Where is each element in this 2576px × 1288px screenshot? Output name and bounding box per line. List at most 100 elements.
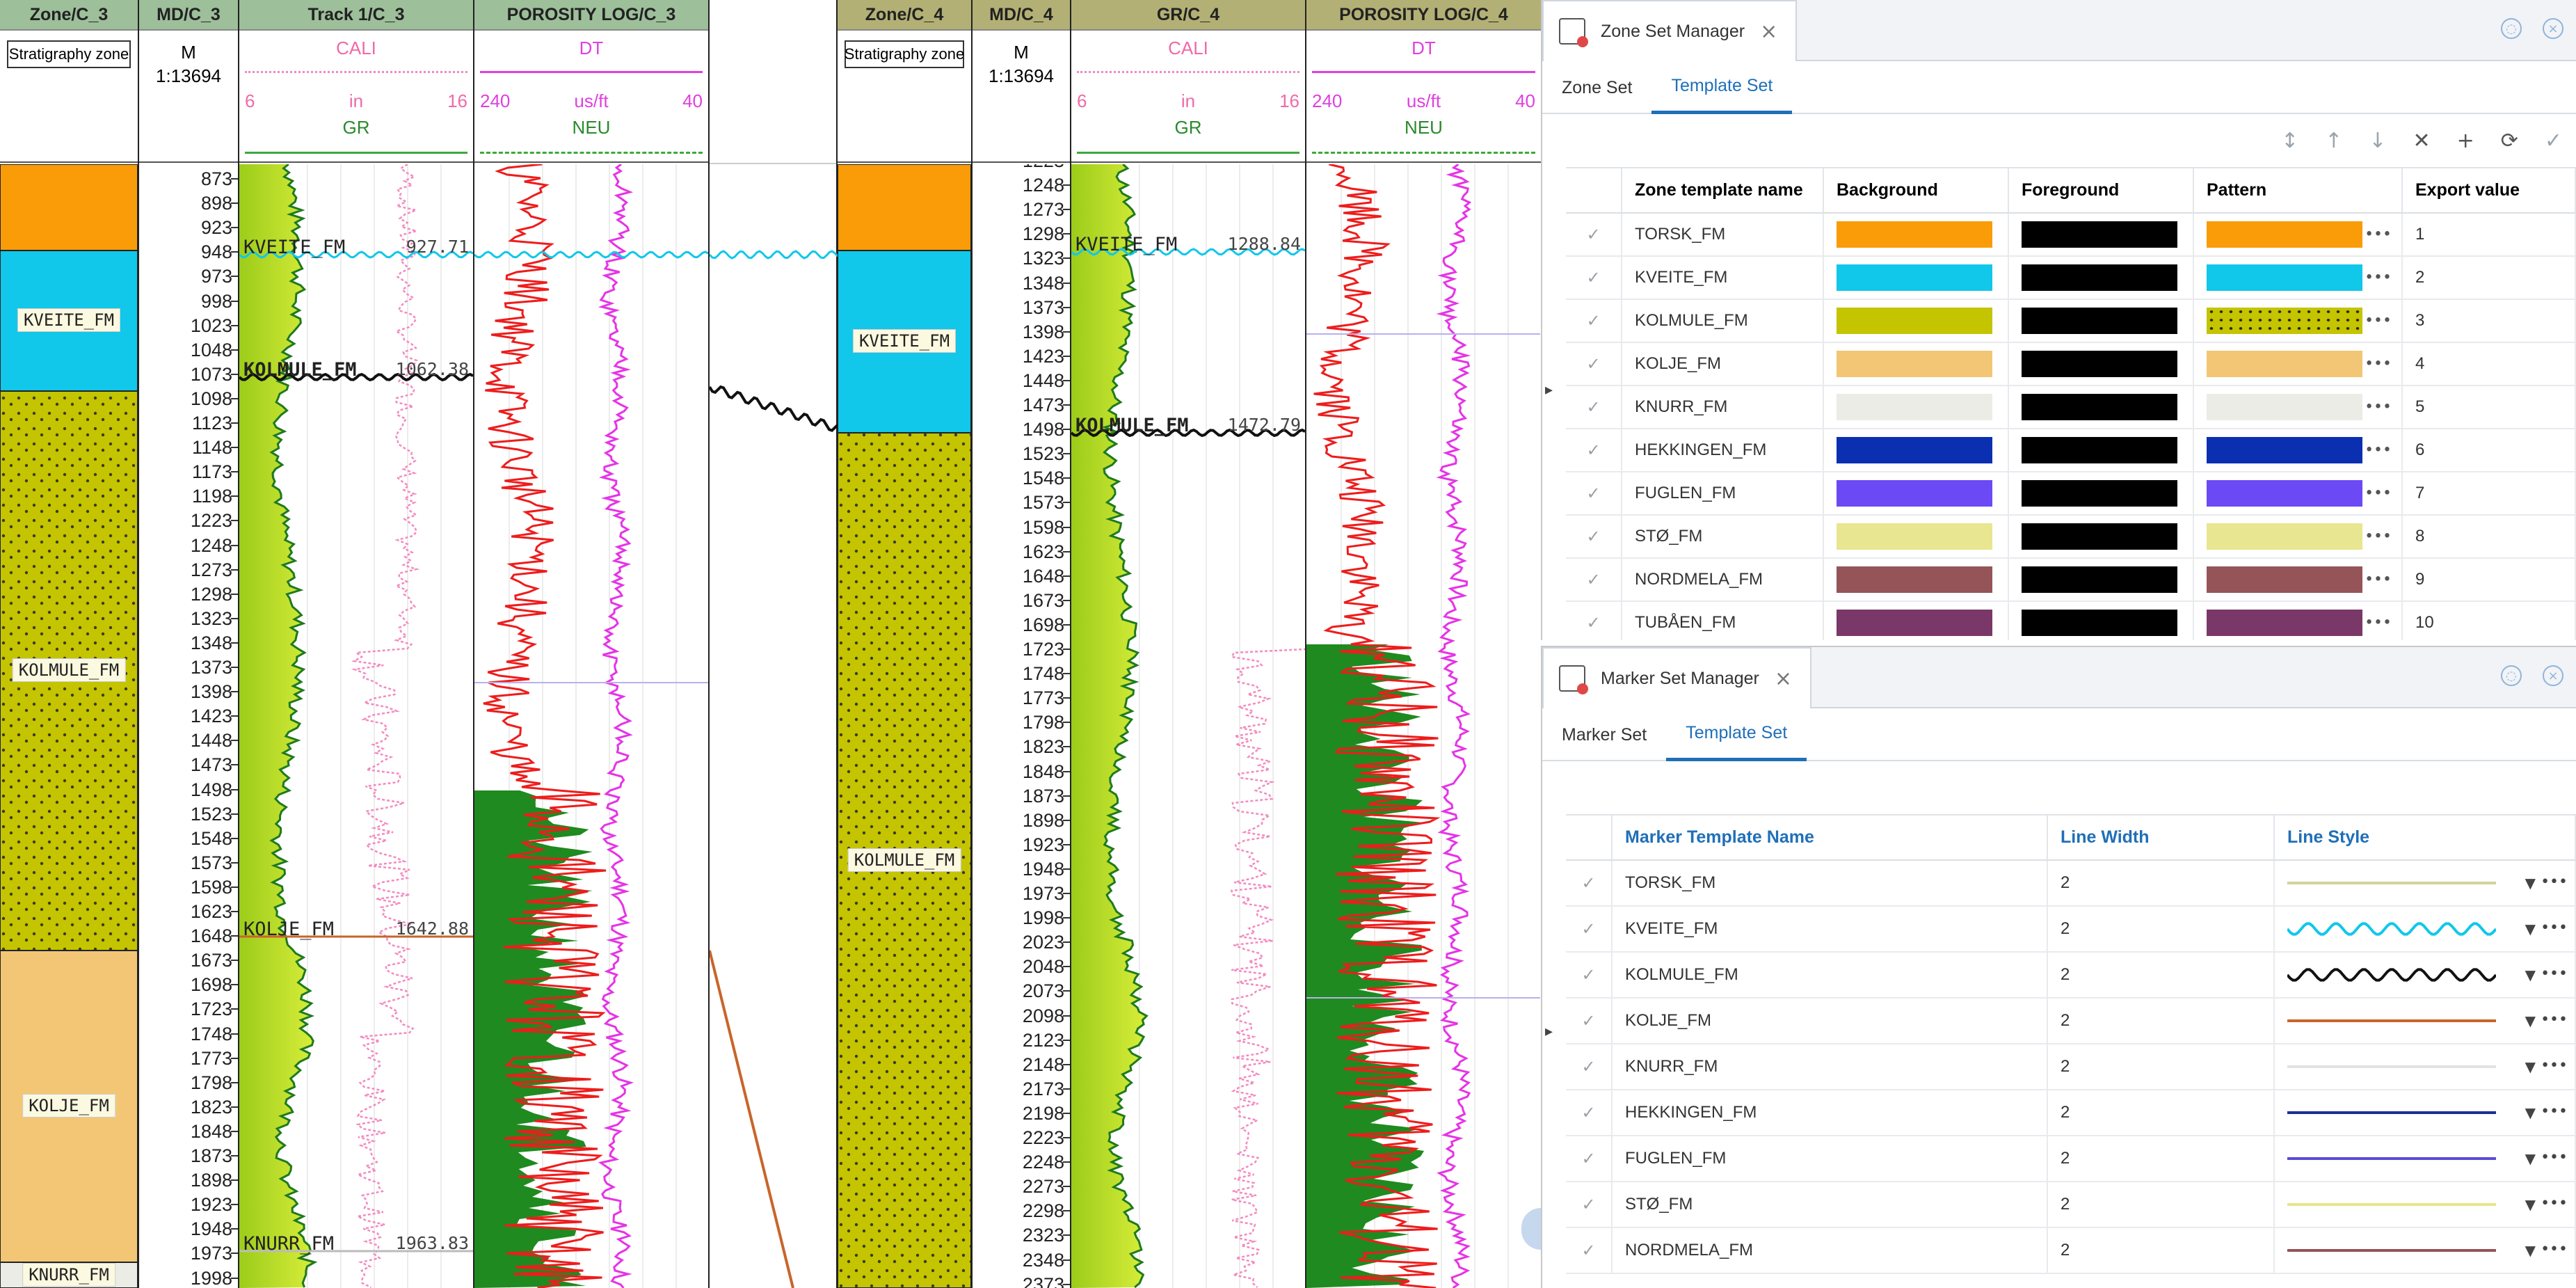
marker-label[interactable]: KVEITE_FM bbox=[243, 237, 346, 258]
table-row[interactable]: ✓ TORSK_FM 2 ▼ ••• bbox=[1566, 860, 2576, 907]
pattern-swatch[interactable] bbox=[2207, 480, 2362, 507]
track-title[interactable]: POROSITY LOG/C_4 bbox=[1306, 0, 1541, 31]
col-pattern[interactable]: Pattern bbox=[2193, 168, 2403, 214]
export-value-cell[interactable]: 2 bbox=[2402, 256, 2576, 300]
foreground-swatch[interactable] bbox=[2022, 566, 2177, 593]
chevron-down-icon[interactable]: ▼ bbox=[2525, 921, 2536, 937]
cali-curve-name[interactable]: CALI bbox=[1168, 38, 1208, 58]
delete-icon[interactable]: ✕ bbox=[2413, 128, 2431, 153]
foreground-swatch[interactable] bbox=[2022, 351, 2177, 377]
chevron-down-icon[interactable]: ▼ bbox=[2525, 875, 2536, 891]
line-style-preview[interactable]: ▼ ••• bbox=[2287, 1145, 2575, 1172]
line-width-cell[interactable]: 2 bbox=[2047, 1044, 2275, 1090]
line-width-cell[interactable]: 2 bbox=[2047, 860, 2275, 907]
gr-curve-name[interactable]: GR bbox=[1174, 117, 1202, 138]
close-panel-icon[interactable]: × bbox=[2543, 665, 2563, 686]
export-value-cell[interactable]: 3 bbox=[2402, 299, 2576, 343]
track-title[interactable]: Zone/C_4 bbox=[838, 0, 971, 31]
track-title[interactable]: MD/C_4 bbox=[973, 0, 1070, 31]
close-panel-icon[interactable]: × bbox=[2543, 18, 2563, 39]
table-row[interactable]: ✓ NORDMELA_FM ••• 9 bbox=[1566, 558, 2576, 602]
tab-zone-set[interactable]: Zone Set bbox=[1562, 77, 1633, 97]
marker-template-name-cell[interactable]: KVEITE_FM bbox=[1612, 906, 2048, 953]
table-row[interactable]: ✓ KOLMULE_FM ••• 3 bbox=[1566, 299, 2576, 343]
zone-track-c3[interactable]: Zone/C_3 Stratigraphy zone KVEITE_FM KOLM… bbox=[0, 0, 139, 1288]
chevron-down-icon[interactable]: ▼ bbox=[2525, 967, 2536, 983]
zone-label[interactable]: KOLMULE_FM bbox=[12, 658, 126, 682]
col-line-style[interactable]: Line Style bbox=[2274, 816, 2576, 861]
zone-template-name-cell[interactable]: TORSK_FM bbox=[1622, 213, 1824, 257]
more-options-icon[interactable]: ••• bbox=[2541, 1195, 2568, 1212]
row-check-icon[interactable]: ✓ bbox=[1566, 256, 1622, 300]
pattern-cell[interactable]: ••• bbox=[2193, 256, 2403, 300]
table-row[interactable]: ✓ HEKKINGEN_FM ••• 6 bbox=[1566, 429, 2576, 472]
zone-block[interactable] bbox=[0, 164, 138, 251]
table-row[interactable]: ✓ KNURR_FM 2 ▼ ••• bbox=[1566, 1044, 2576, 1090]
neu-curve-name[interactable]: NEU bbox=[1405, 117, 1443, 138]
foreground-cell[interactable] bbox=[2008, 515, 2194, 559]
background-cell[interactable] bbox=[1823, 558, 2009, 602]
row-check-icon[interactable]: ✓ bbox=[1566, 385, 1622, 429]
foreground-cell[interactable] bbox=[2008, 429, 2194, 472]
add-icon[interactable]: + bbox=[2456, 128, 2474, 153]
sort-icon[interactable]: ↕ bbox=[2281, 128, 2299, 153]
table-row[interactable]: ✓ STØ_FM ••• 8 bbox=[1566, 515, 2576, 559]
foreground-swatch[interactable] bbox=[2022, 308, 2177, 334]
table-row[interactable]: ✓ KOLMULE_FM 2 ▼ ••• bbox=[1566, 952, 2576, 999]
more-options-icon[interactable]: ••• bbox=[2365, 312, 2392, 330]
line-width-cell[interactable]: 2 bbox=[2047, 998, 2275, 1044]
tab-marker-set[interactable]: Marker Set bbox=[1562, 724, 1647, 745]
line-width-cell[interactable]: 2 bbox=[2047, 952, 2275, 999]
row-check-icon[interactable]: ✓ bbox=[1566, 906, 1613, 953]
export-value-cell[interactable]: 9 bbox=[2402, 558, 2576, 602]
more-options-icon[interactable]: ••• bbox=[2541, 919, 2568, 937]
line-style-preview[interactable]: ▼ ••• bbox=[2287, 1099, 2575, 1127]
zone-label[interactable]: KOLMULE_FM bbox=[847, 848, 961, 872]
zone-label[interactable]: KOLJE_FM bbox=[22, 1094, 115, 1118]
col-export-value[interactable]: Export value bbox=[2402, 168, 2576, 214]
table-row[interactable]: ✓ HEKKINGEN_FM 2 ▼ ••• bbox=[1566, 1090, 2576, 1136]
more-options-icon[interactable]: ••• bbox=[2365, 484, 2392, 502]
background-swatch[interactable] bbox=[1837, 308, 1992, 334]
table-row[interactable]: ✓ NORDMELA_FM 2 ▼ ••• bbox=[1566, 1227, 2576, 1274]
table-row[interactable]: ✓ KOLJE_FM ••• 4 bbox=[1566, 342, 2576, 386]
chevron-down-icon[interactable]: ▼ bbox=[2525, 1242, 2536, 1259]
marker-label[interactable]: KVEITE_FM bbox=[1075, 234, 1178, 255]
pattern-swatch[interactable] bbox=[2207, 264, 2362, 291]
marker-label[interactable]: KNURR_FM bbox=[243, 1233, 335, 1255]
background-swatch[interactable] bbox=[1837, 523, 1992, 550]
row-check-icon[interactable]: ✓ bbox=[1566, 998, 1613, 1044]
pattern-cell[interactable]: ••• bbox=[2193, 515, 2403, 559]
marker-template-name-cell[interactable]: TORSK_FM bbox=[1612, 860, 2048, 907]
pattern-cell[interactable]: ••• bbox=[2193, 342, 2403, 386]
table-row[interactable]: ✓ TORSK_FM ••• 1 bbox=[1566, 213, 2576, 257]
more-options-icon[interactable]: ••• bbox=[2365, 225, 2392, 244]
table-row[interactable]: ✓ KOLJE_FM 2 ▼ ••• bbox=[1566, 998, 2576, 1044]
more-options-icon[interactable]: ••• bbox=[2365, 527, 2392, 546]
neu-curve-name[interactable]: NEU bbox=[572, 117, 611, 138]
zone-template-name-cell[interactable]: FUGLEN_FM bbox=[1622, 472, 1824, 516]
more-options-icon[interactable]: ••• bbox=[2365, 269, 2392, 287]
zone-template-name-cell[interactable]: KOLMULE_FM bbox=[1622, 299, 1824, 343]
marker-template-name-cell[interactable]: FUGLEN_FM bbox=[1612, 1136, 2048, 1182]
row-check-icon[interactable]: ✓ bbox=[1566, 472, 1622, 516]
foreground-cell[interactable] bbox=[2008, 213, 2194, 257]
dt-curve-name[interactable]: DT bbox=[1411, 38, 1436, 58]
apply-check-icon[interactable]: ✓ bbox=[2544, 128, 2562, 153]
marker-template-name-cell[interactable]: STØ_FM bbox=[1612, 1182, 2048, 1228]
export-value-cell[interactable]: 7 bbox=[2402, 472, 2576, 516]
track1-c3[interactable]: Track 1/C_3 CALI 6 in 16 GR KVEITE_FM 927… bbox=[239, 0, 474, 1288]
line-style-cell[interactable]: ▼ ••• bbox=[2274, 952, 2576, 999]
gr-curve-name[interactable]: GR bbox=[342, 117, 370, 138]
more-options-icon[interactable]: ••• bbox=[2541, 1241, 2568, 1258]
zone-template-name-cell[interactable]: NORDMELA_FM bbox=[1622, 558, 1824, 602]
background-cell[interactable] bbox=[1823, 429, 2009, 472]
refresh-icon[interactable]: ⟳ bbox=[2500, 128, 2518, 153]
marker-template-name-cell[interactable]: KOLMULE_FM bbox=[1612, 952, 2048, 999]
background-swatch[interactable] bbox=[1837, 566, 1992, 593]
background-cell[interactable] bbox=[1823, 385, 2009, 429]
more-options-icon[interactable]: ••• bbox=[2365, 614, 2392, 632]
foreground-cell[interactable] bbox=[2008, 342, 2194, 386]
zone-template-name-cell[interactable]: KOLJE_FM bbox=[1622, 342, 1824, 386]
zone-label[interactable]: KNURR_FM bbox=[22, 1262, 115, 1287]
